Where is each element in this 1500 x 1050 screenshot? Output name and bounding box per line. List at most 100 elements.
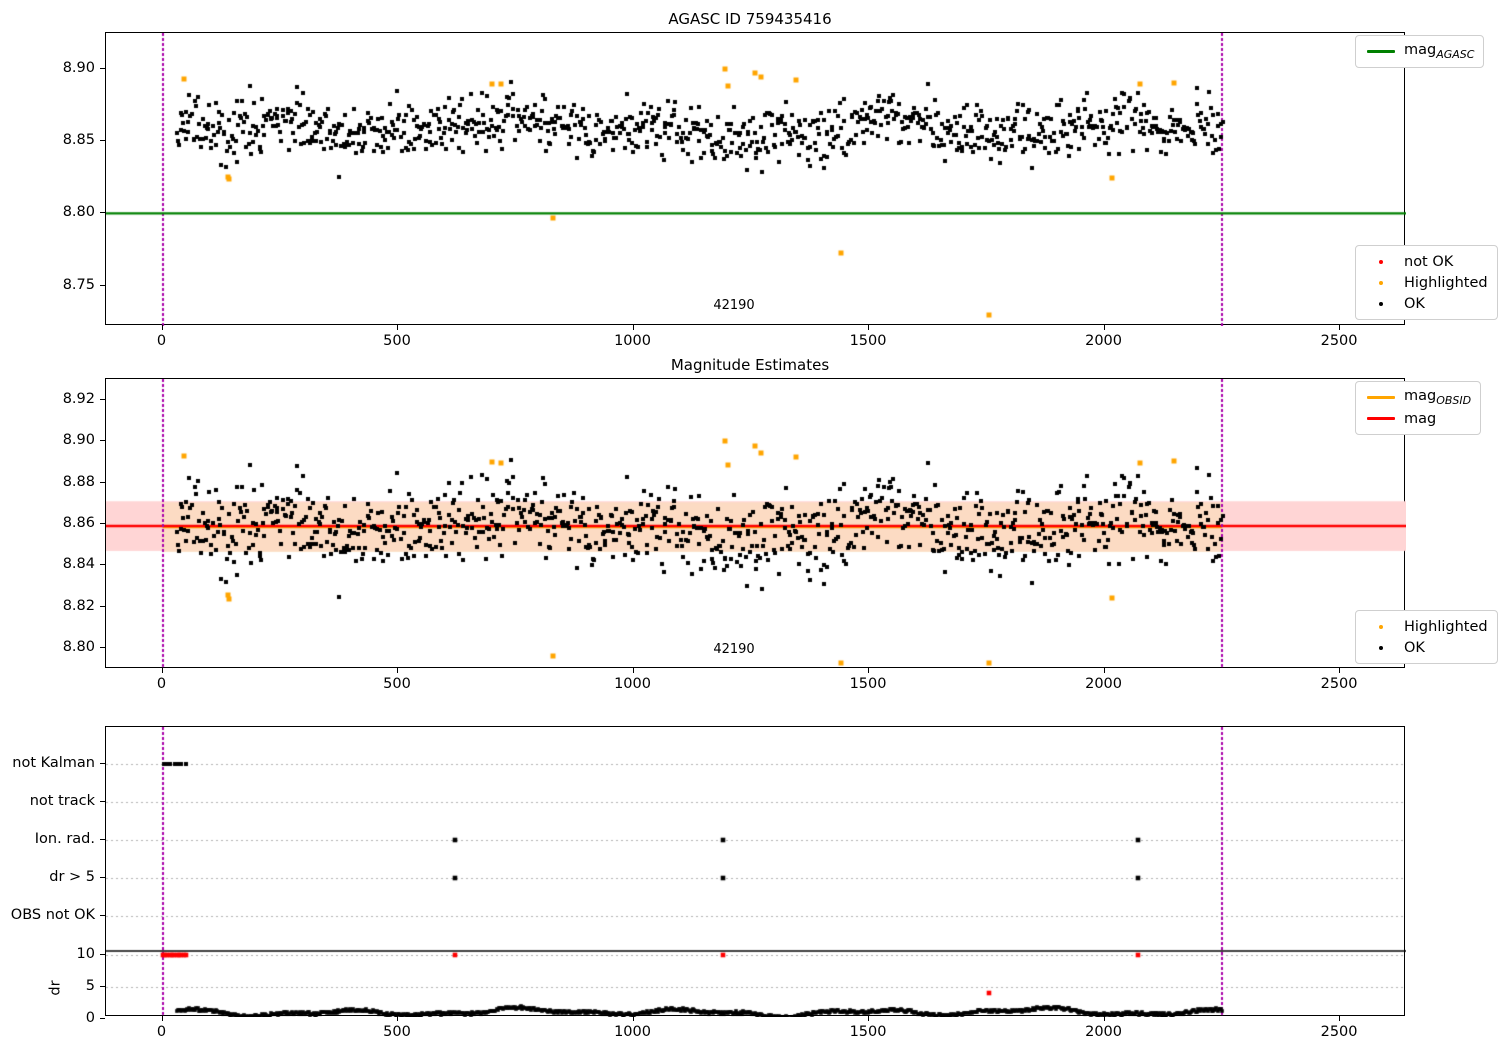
panel1-canvas	[106, 33, 1406, 326]
panel3-xtick-label: 1500	[849, 1024, 887, 1040]
panel2-ytick-label: 8.80	[62, 639, 95, 656]
legend-dot-swatch	[1364, 301, 1398, 306]
panel2-axes	[105, 378, 1406, 669]
panel2-obsid-label: 42190	[713, 642, 755, 657]
panel3-xtick-mark	[632, 1016, 634, 1021]
panel1-xtick-label: 1000	[614, 333, 651, 349]
panel1-title: AGASC ID 759435416	[668, 10, 832, 28]
panel3-ytick-mark	[100, 986, 105, 987]
legend-entry[interactable]: Highlighted	[1364, 272, 1488, 293]
legend-entry[interactable]: not OK	[1364, 251, 1488, 272]
panel2-xtick-label: 2500	[1320, 676, 1358, 692]
legend-entry[interactable]: magOBSID	[1364, 387, 1471, 408]
panel1-xtick-label: 0	[156, 333, 167, 349]
legend-label: OK	[1404, 295, 1425, 312]
legend-dot-swatch	[1364, 624, 1398, 629]
panel3-xtick-label: 0	[156, 1024, 167, 1040]
panel3-canvas	[106, 727, 1406, 1017]
legend-entry[interactable]: Highlighted	[1364, 616, 1488, 637]
panel2-xtick-mark	[1339, 668, 1341, 673]
line-swatch	[1367, 396, 1395, 399]
dot-swatch	[1379, 280, 1383, 285]
panel1-axes	[105, 32, 1406, 326]
panel2-ytick-label: 8.82	[62, 597, 95, 614]
legend-entry[interactable]: OK	[1364, 637, 1488, 658]
legend-dot-swatch	[1364, 259, 1398, 264]
panel2-ytick-mark	[100, 440, 105, 442]
panel3-ytick-label: dr > 5	[49, 869, 95, 885]
panel-flags-and-dr	[105, 726, 1406, 1017]
panel2-ytick-label: 8.90	[62, 432, 95, 449]
legend-dot-swatch	[1364, 645, 1398, 650]
legend-label: magOBSID	[1404, 388, 1472, 407]
panel1-xtick-label: 2000	[1085, 333, 1122, 349]
panel2-xtick-label: 1000	[614, 676, 651, 692]
panel1-legend-markers[interactable]: not OK Highlighted OK	[1355, 245, 1498, 320]
panel-magnitude-estimates	[105, 378, 1406, 669]
dot-swatch	[1379, 259, 1383, 264]
panel2-ytick-label: 8.92	[62, 390, 95, 407]
legend-dot-swatch	[1364, 280, 1398, 285]
dot-swatch	[1379, 645, 1383, 650]
panel2-ytick-mark	[100, 398, 105, 400]
panel3-ytick-label: OBS not OK	[10, 907, 95, 923]
panel3-xtick-label: 2500	[1320, 1024, 1358, 1040]
panel2-ytick-label: 8.88	[62, 473, 95, 490]
panel2-xtick-mark	[397, 668, 399, 673]
legend-label-subscript: OBSID	[1436, 393, 1472, 407]
panel3-ytick-label: not track	[29, 793, 95, 809]
panel1-ytick-mark	[100, 68, 105, 70]
panel1-ytick-mark	[100, 284, 105, 286]
panel1-xtick-mark	[161, 325, 163, 330]
panel3-ytick-mark	[100, 839, 105, 840]
panel2-xtick-mark	[161, 668, 163, 673]
panel2-ytick-mark	[100, 481, 105, 483]
panel1-xtick-mark	[1103, 325, 1105, 330]
legend-entry[interactable]: mag	[1364, 408, 1471, 429]
panel3-ytick-mark	[100, 915, 105, 916]
legend-label-subscript: AGASC	[1436, 47, 1475, 61]
panel1-ytick-label: 8.85	[62, 132, 95, 149]
panel1-ytick-label: 8.75	[62, 276, 95, 293]
panel3-xtick-label: 1000	[614, 1024, 651, 1040]
panel2-ytick-mark	[100, 564, 105, 566]
panel1-xtick-mark	[868, 325, 870, 330]
panel3-ytick-mark	[100, 1018, 105, 1019]
panel3-xtick-mark	[161, 1016, 163, 1021]
legend-label: magAGASC	[1404, 42, 1475, 61]
panel3-ytick-mark	[100, 763, 105, 764]
legend-line-swatch	[1364, 417, 1398, 420]
panel3-dr-axis-label: dr	[47, 980, 64, 996]
panel3-ytick-mark	[100, 954, 105, 955]
legend-entry[interactable]: OK	[1364, 293, 1488, 314]
panel1-ytick-mark	[100, 212, 105, 214]
panel2-legend-lines[interactable]: magOBSID mag	[1355, 381, 1482, 435]
panel3-ytick-label: Ion. rad.	[34, 831, 95, 847]
panel2-legend-markers[interactable]: Highlighted OK	[1355, 610, 1498, 664]
panel1-ytick-label: 8.80	[62, 204, 95, 221]
panel1-obsid-label: 42190	[713, 298, 755, 313]
panel2-ytick-mark	[100, 647, 105, 649]
panel3-ytick-label: 10	[76, 946, 95, 962]
panel1-legend-lines[interactable]: magAGASC	[1355, 35, 1485, 68]
panel1-xtick-label: 500	[383, 333, 411, 349]
legend-label: mag	[1404, 410, 1437, 427]
panel2-xtick-mark	[632, 668, 634, 673]
panel3-axes	[105, 726, 1406, 1017]
panel3-xtick-label: 2000	[1085, 1024, 1122, 1040]
panel3-ytick-label: 0	[85, 1010, 95, 1026]
legend-label: Highlighted	[1404, 618, 1488, 635]
legend-entry[interactable]: magAGASC	[1364, 41, 1474, 62]
panel3-xtick-label: 500	[383, 1024, 411, 1040]
panel2-ytick-mark	[100, 523, 105, 524]
legend-label: OK	[1404, 639, 1425, 656]
panel1-xtick-mark	[632, 325, 634, 330]
panel1-xtick-label: 2500	[1320, 333, 1358, 349]
panel3-ytick-mark	[100, 877, 105, 878]
panel2-ytick-label: 8.84	[62, 556, 95, 573]
panel2-ytick-label: 8.86	[62, 515, 95, 531]
panel2-xtick-label: 2000	[1085, 676, 1122, 692]
panel3-ytick-label: 5	[85, 978, 95, 994]
panel1-xtick-mark	[1339, 325, 1341, 330]
